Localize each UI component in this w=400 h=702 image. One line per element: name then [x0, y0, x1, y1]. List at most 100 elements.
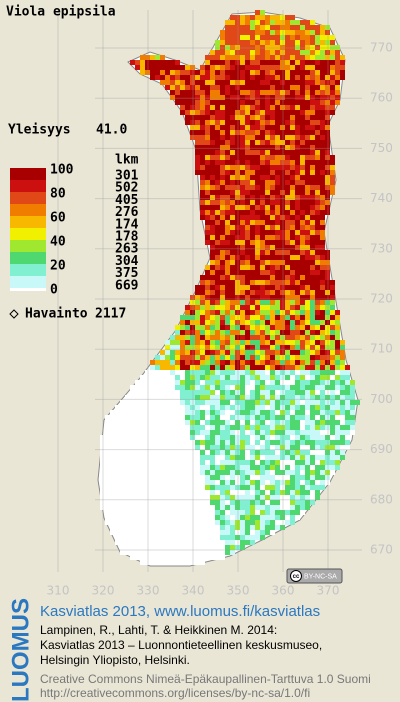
map-cell: [280, 385, 285, 390]
map-cell: [330, 370, 335, 375]
map-cell: [225, 315, 230, 320]
map-cell: [180, 340, 185, 345]
map-cell: [210, 275, 215, 280]
map-cell: [180, 370, 185, 375]
map-cell: [300, 70, 305, 75]
map-cell: [285, 160, 290, 165]
map-cell: [150, 445, 155, 450]
map-cell: [300, 205, 305, 210]
map-cell: [300, 25, 305, 30]
map-cell: [260, 315, 265, 320]
map-cell: [285, 420, 290, 425]
map-cell: [165, 535, 170, 540]
map-cell: [210, 430, 215, 435]
map-cell: [300, 480, 305, 485]
map-cell: [260, 20, 265, 25]
map-cell: [285, 255, 290, 260]
map-cell: [340, 75, 345, 80]
map-cell: [210, 75, 215, 80]
map-cell: [225, 530, 230, 535]
map-cell: [315, 175, 320, 180]
map-cell: [205, 520, 210, 525]
map-cell: [260, 275, 265, 280]
map-cell: [325, 405, 330, 410]
map-cell: [185, 465, 190, 470]
map-cell: [130, 60, 135, 65]
map-cell: [255, 415, 260, 420]
map-cell: [325, 415, 330, 420]
map-cell: [305, 460, 310, 465]
map-cell: [165, 85, 170, 90]
map-cell: [220, 545, 225, 550]
map-cell: [270, 335, 275, 340]
map-cell: [265, 400, 270, 405]
map-cell: [260, 355, 265, 360]
map-cell: [215, 100, 220, 105]
map-cell: [270, 265, 275, 270]
map-cell: [340, 380, 345, 385]
map-cell: [110, 460, 115, 465]
map-cell: [145, 380, 150, 385]
map-cell: [140, 415, 145, 420]
map-cell: [225, 470, 230, 475]
map-cell: [245, 530, 250, 535]
map-cell: [200, 205, 205, 210]
map-cell: [150, 560, 155, 565]
map-cell: [265, 45, 270, 50]
map-cell: [260, 25, 265, 30]
map-cell: [240, 340, 245, 345]
map-cell: [220, 430, 225, 435]
map-cell: [320, 485, 325, 490]
map-cell: [250, 320, 255, 325]
map-cell: [230, 70, 235, 75]
map-cell: [190, 95, 195, 100]
map-cell: [260, 460, 265, 465]
map-cell: [275, 25, 280, 30]
map-cell: [295, 490, 300, 495]
map-cell: [170, 495, 175, 500]
map-cell: [215, 75, 220, 80]
map-cell: [310, 280, 315, 285]
map-cell: [280, 335, 285, 340]
map-cell: [185, 340, 190, 345]
map-cell: [220, 30, 225, 35]
map-cell: [170, 490, 175, 495]
map-cell: [245, 400, 250, 405]
map-cell: [160, 360, 165, 365]
map-cell: [240, 95, 245, 100]
map-cell: [215, 140, 220, 145]
map-cell: [185, 455, 190, 460]
map-cell: [225, 450, 230, 455]
map-cell: [240, 305, 245, 310]
map-cell: [245, 520, 250, 525]
map-cell: [210, 170, 215, 175]
map-cell: [175, 475, 180, 480]
map-cell: [315, 275, 320, 280]
map-cell: [315, 345, 320, 350]
map-cell: [225, 130, 230, 135]
map-cell: [175, 335, 180, 340]
map-cell: [300, 285, 305, 290]
map-cell: [245, 460, 250, 465]
map-cell: [205, 165, 210, 170]
map-cell: [270, 505, 275, 510]
map-cell: [220, 495, 225, 500]
map-cell: [215, 125, 220, 130]
map-cell: [275, 335, 280, 340]
map-cell: [225, 445, 230, 450]
map-cell: [295, 430, 300, 435]
map-cell: [185, 320, 190, 325]
map-cell: [230, 25, 235, 30]
map-cell: [230, 300, 235, 305]
map-cell: [220, 160, 225, 165]
map-cell: [170, 555, 175, 560]
map-cell: [290, 500, 295, 505]
map-cell: [180, 330, 185, 335]
map-cell: [310, 170, 315, 175]
map-cell: [335, 465, 340, 470]
map-cell: [285, 145, 290, 150]
map-cell: [155, 490, 160, 495]
map-cell: [125, 460, 130, 465]
map-cell: [195, 435, 200, 440]
map-cell: [150, 400, 155, 405]
